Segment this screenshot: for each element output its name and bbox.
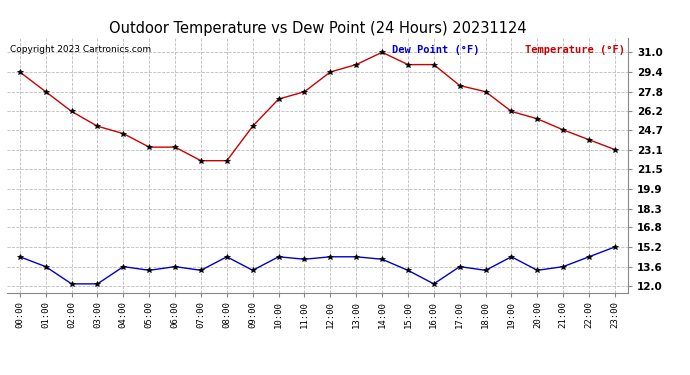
Title: Outdoor Temperature vs Dew Point (24 Hours) 20231124: Outdoor Temperature vs Dew Point (24 Hou… [108,21,526,36]
Text: Temperature (°F): Temperature (°F) [526,45,625,55]
Text: Copyright 2023 Cartronics.com: Copyright 2023 Cartronics.com [10,45,151,54]
Text: Dew Point (°F): Dew Point (°F) [392,45,480,55]
